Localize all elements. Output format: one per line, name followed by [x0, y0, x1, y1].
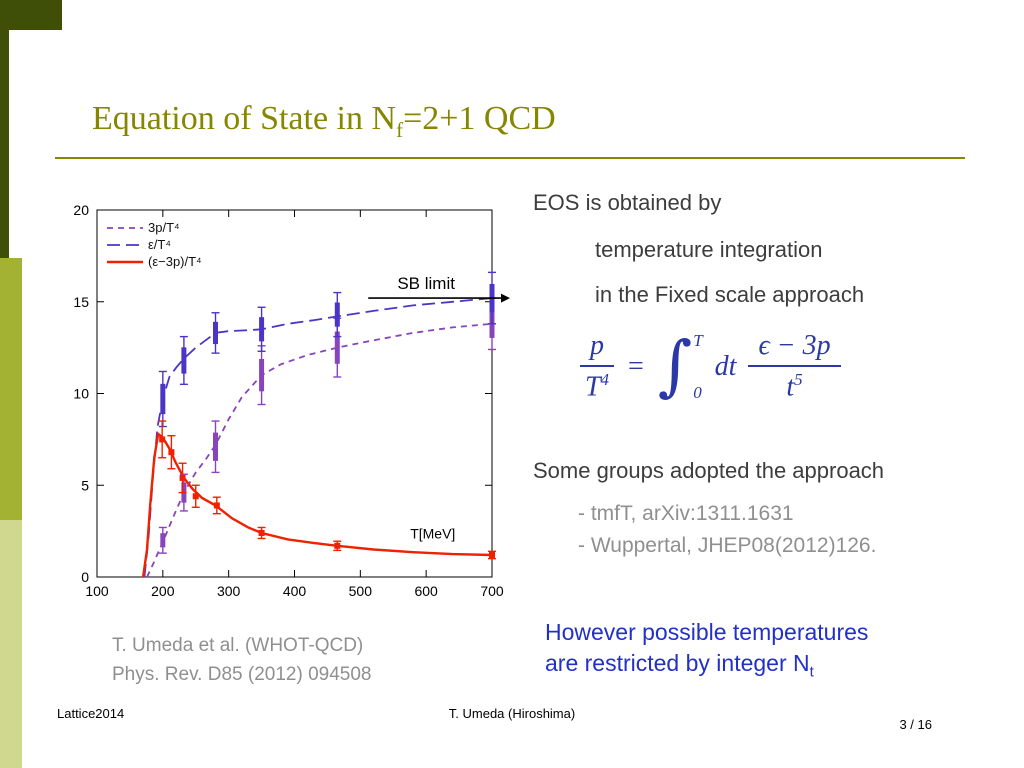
title-subscript: f — [396, 117, 404, 142]
integral-lower-limit: 0 — [693, 382, 702, 402]
chart-legend: 3p/T⁴ ε/T⁴ (ε−3p)/T⁴ — [107, 220, 202, 269]
y-tick-label: 0 — [81, 569, 89, 585]
template-left-bar-light — [0, 520, 22, 768]
integral-sign: ∫ — [657, 327, 693, 405]
reference-wuppertal: - Wuppertal, JHEP08(2012)126. — [578, 534, 877, 557]
body-text-eos: EOS is obtained by — [533, 190, 722, 215]
y-tick-label: 15 — [73, 294, 89, 310]
integral-limits: T 0 — [693, 331, 702, 403]
body-text-integration: temperature integration — [595, 237, 823, 262]
legend-label: (ε−3p)/T⁴ — [148, 254, 202, 269]
pressure-integral-formula: p T4 = ∫ T 0 dt ϵ − 3p t5 — [580, 330, 841, 403]
x-axis-label: T[MeV] — [410, 525, 455, 541]
figure-caption: T. Umeda et al. (WHOT-QCD) Phys. Rev. D8… — [112, 631, 371, 689]
body-text-fixed-scale: in the Fixed scale approach — [595, 282, 865, 307]
title-text-suffix: =2+1 QCD — [403, 100, 556, 137]
formula-t5: t5 — [786, 370, 803, 403]
template-corner-block — [0, 0, 62, 30]
equals-sign: = — [628, 350, 644, 382]
series-line — [141, 431, 493, 578]
legend-label: 3p/T⁴ — [148, 220, 180, 235]
y-tick-label: 20 — [73, 202, 89, 218]
x-tick-label: 400 — [283, 583, 307, 599]
fraction-eps-minus-3p-over-t5: ϵ − 3p t5 — [748, 330, 841, 403]
caption-journal: Phys. Rev. D85 (2012) 094508 — [112, 664, 372, 685]
footer-author: T. Umeda (Hiroshima) — [448, 706, 576, 721]
note-line-2: are restricted by integer Nt — [545, 650, 814, 681]
page-number: 3 / 16 — [899, 717, 932, 732]
eos-chart: 100 200 300 400 500 600 700 0 5 10 15 20 3p/T⁴ ε/T⁴ (ε… — [73, 202, 510, 599]
formula-T4: T4 — [584, 370, 610, 403]
x-tick-label: 700 — [480, 583, 504, 599]
footer-conference: Lattice2014 — [57, 706, 125, 721]
caption-authors: T. Umeda et al. (WHOT-QCD) — [112, 635, 364, 656]
formula-eps-minus-3p: ϵ − 3p — [748, 330, 841, 367]
temperature-note: However possible temperatures are restri… — [545, 617, 868, 688]
y-tick-label: 10 — [73, 386, 89, 402]
x-tick-label: 100 — [85, 583, 109, 599]
fraction-p-over-T4: p T4 — [580, 330, 614, 403]
title-text: Equation of State in N — [92, 100, 397, 137]
x-tick-label: 200 — [151, 583, 175, 599]
note-line-1: However possible temperatures — [545, 619, 869, 645]
series-line — [146, 322, 493, 578]
x-tick-label: 300 — [217, 583, 241, 599]
x-tick-label: 500 — [349, 583, 373, 599]
integral: ∫ T 0 — [658, 331, 703, 403]
template-left-bar-mid — [0, 258, 22, 520]
formula-p: p — [580, 330, 614, 367]
slide-title: Equation of State in Nf=2+1 QCD — [92, 100, 556, 143]
template-left-bar-dark — [0, 30, 9, 258]
eos-figure: 100 200 300 400 500 600 700 0 5 10 15 20 3p/T⁴ ε/T⁴ (ε… — [55, 192, 515, 617]
sb-limit-label: SB limit — [397, 274, 455, 293]
sb-limit-arrowhead — [501, 293, 510, 303]
legend-label: ε/T⁴ — [148, 237, 171, 252]
integral-upper-limit: T — [693, 330, 703, 350]
integrand-dt: dt — [714, 350, 737, 382]
title-rule — [55, 157, 965, 159]
x-tick-label: 600 — [414, 583, 438, 599]
y-tick-label: 5 — [81, 477, 89, 493]
note-subscript: t — [809, 663, 814, 681]
reference-tmft: - tmfT, arXiv:1311.1631 — [578, 502, 794, 525]
body-text-groups: Some groups adopted the approach — [533, 458, 885, 483]
